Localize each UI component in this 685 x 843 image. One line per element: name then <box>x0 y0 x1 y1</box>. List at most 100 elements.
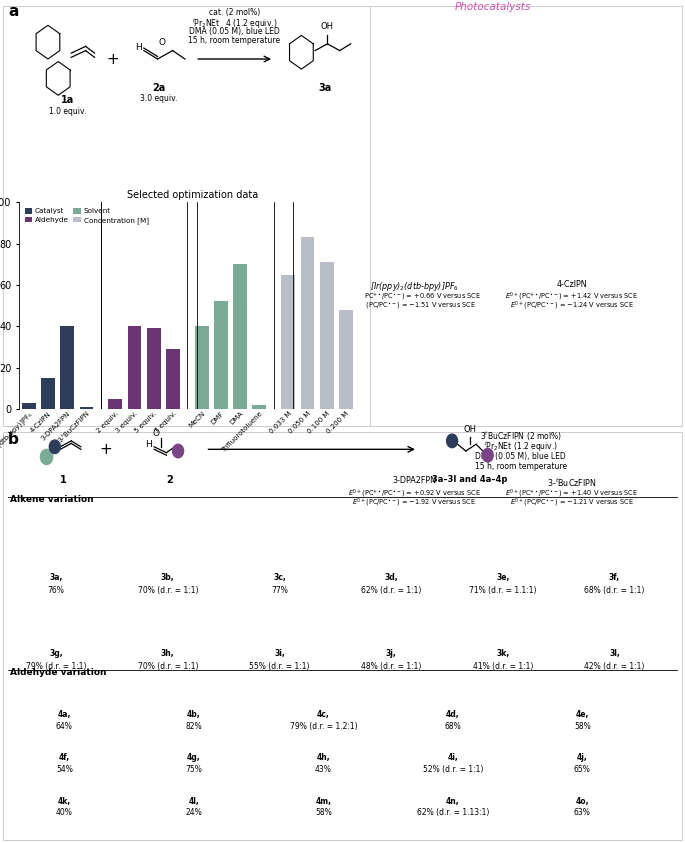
Text: 58%: 58% <box>315 808 332 818</box>
Bar <box>3 432 682 840</box>
Text: 63%: 63% <box>574 808 590 818</box>
Text: 4i,: 4i, <box>447 753 458 762</box>
Text: $E^{0+}$(PC$^{+\bullet}$/PC$^{\bullet-}$) = +1.40 V versus SCE: $E^{0+}$(PC$^{+\bullet}$/PC$^{\bullet-}$… <box>506 487 638 500</box>
Text: 3k,: 3k, <box>496 649 510 658</box>
Text: Alkene variation: Alkene variation <box>10 495 94 504</box>
Text: 4-CzIPN: 4-CzIPN <box>557 280 587 289</box>
Text: 3-DPA2FPN: 3-DPA2FPN <box>393 476 436 486</box>
Text: 4g,: 4g, <box>187 753 201 762</box>
Text: 4k,: 4k, <box>58 797 71 806</box>
Text: 76%: 76% <box>48 586 64 595</box>
Text: 15 h, room temperature: 15 h, room temperature <box>188 36 280 46</box>
Bar <box>79 407 93 409</box>
Text: 4c,: 4c, <box>317 710 329 719</box>
Text: 1.0 equiv.: 1.0 equiv. <box>49 107 86 116</box>
Text: a: a <box>8 4 18 19</box>
Title: Selected optimization data: Selected optimization data <box>127 191 258 200</box>
Text: 54%: 54% <box>56 765 73 774</box>
Text: 3l,: 3l, <box>609 649 620 658</box>
Text: 4h,: 4h, <box>316 753 330 762</box>
Text: 4m,: 4m, <box>315 797 332 806</box>
Text: 82%: 82% <box>186 722 202 731</box>
Text: H: H <box>145 440 152 448</box>
Bar <box>147 328 160 409</box>
Text: cat. (2 mol%): cat. (2 mol%) <box>209 8 260 18</box>
Text: 4j,: 4j, <box>577 753 588 762</box>
Text: 4n,: 4n, <box>446 797 460 806</box>
Text: 68%: 68% <box>445 722 461 731</box>
Text: +: + <box>100 442 112 457</box>
Text: $^i$Pr$_2$NEt (1.2 equiv.): $^i$Pr$_2$NEt (1.2 equiv.) <box>484 440 558 454</box>
Text: 3i,: 3i, <box>274 649 285 658</box>
Text: 3a: 3a <box>319 83 332 93</box>
Text: OH: OH <box>321 22 334 31</box>
Bar <box>214 302 228 409</box>
Text: O: O <box>153 429 160 438</box>
Text: 2a: 2a <box>152 83 166 93</box>
Text: 4d,: 4d, <box>446 710 460 719</box>
Text: 4f,: 4f, <box>59 753 70 762</box>
Text: 3-$^t$BuCzFIPN: 3-$^t$BuCzFIPN <box>547 476 597 489</box>
Text: 3d,: 3d, <box>384 573 398 583</box>
Text: 43%: 43% <box>315 765 332 774</box>
Text: 79% (d.r. = 1:1): 79% (d.r. = 1:1) <box>26 662 86 671</box>
Circle shape <box>49 440 60 454</box>
Text: 1a: 1a <box>60 95 74 105</box>
Bar <box>195 326 209 409</box>
Text: Aldehyde variation: Aldehyde variation <box>10 668 107 677</box>
Text: 79% (d.r. = 1.2:1): 79% (d.r. = 1.2:1) <box>290 722 357 731</box>
Text: 3c,: 3c, <box>273 573 286 583</box>
Text: 68% (d.r. = 1:1): 68% (d.r. = 1:1) <box>584 586 645 595</box>
Text: 3f,: 3f, <box>609 573 620 583</box>
Text: 4e,: 4e, <box>575 710 589 719</box>
Text: 3a–3l and 4a–4p: 3a–3l and 4a–4p <box>432 475 507 484</box>
Text: OH: OH <box>464 425 476 434</box>
Text: $E^{0+}$(PC/PC$^{\bullet-}$) = −1.51 V versus SCE: $E^{0+}$(PC/PC$^{\bullet-}$) = −1.51 V v… <box>352 300 477 313</box>
Text: 41% (d.r. = 1:1): 41% (d.r. = 1:1) <box>473 662 533 671</box>
Text: 3a,: 3a, <box>49 573 63 583</box>
Bar <box>127 326 141 409</box>
Text: b: b <box>8 432 19 447</box>
Circle shape <box>173 444 184 458</box>
Text: 3g,: 3g, <box>49 649 63 658</box>
Bar <box>3 6 682 426</box>
Text: 58%: 58% <box>574 722 590 731</box>
Text: 52% (d.r. = 1:1): 52% (d.r. = 1:1) <box>423 765 483 774</box>
Text: 65%: 65% <box>574 765 590 774</box>
Text: 70% (d.r. = 1:1): 70% (d.r. = 1:1) <box>138 586 198 595</box>
Text: 55% (d.r. = 1:1): 55% (d.r. = 1:1) <box>249 662 310 671</box>
Text: 2: 2 <box>166 475 173 485</box>
Bar <box>253 405 266 409</box>
Text: 48% (d.r. = 1:1): 48% (d.r. = 1:1) <box>361 662 421 671</box>
Bar <box>301 238 314 409</box>
Bar <box>60 326 74 409</box>
Text: 77%: 77% <box>271 586 288 595</box>
Text: 42% (d.r. = 1:1): 42% (d.r. = 1:1) <box>584 662 645 671</box>
Text: 40%: 40% <box>56 808 73 818</box>
Text: 3$^t$BuCzFIPN (2 mol%): 3$^t$BuCzFIPN (2 mol%) <box>479 430 562 443</box>
Text: 3j,: 3j, <box>386 649 397 658</box>
Text: 4b,: 4b, <box>187 710 201 719</box>
Text: 71% (d.r. = 1.1:1): 71% (d.r. = 1.1:1) <box>469 586 536 595</box>
Text: 3h,: 3h, <box>161 649 175 658</box>
Text: $E^{0+}$(PC$^{+\bullet}$/PC$^{\bullet-}$) = +0.92 V versus SCE: $E^{0+}$(PC$^{+\bullet}$/PC$^{\bullet-}$… <box>348 487 481 500</box>
Text: [Ir(ppy)$_2$(dtb-bpy)]PF$_6$: [Ir(ppy)$_2$(dtb-bpy)]PF$_6$ <box>370 280 459 293</box>
Text: 4o,: 4o, <box>575 797 589 806</box>
Text: 3b,: 3b, <box>161 573 175 583</box>
Text: 15 h, room temperature: 15 h, room temperature <box>475 462 566 471</box>
Bar <box>282 275 295 409</box>
Text: $E^{0+}$(PC$^{+\bullet}$/PC$^{\bullet-}$) = +0.66 V versus SCE: $E^{0+}$(PC$^{+\bullet}$/PC$^{\bullet-}$… <box>348 291 481 303</box>
Text: $E^{0+}$(PC/PC$^{\bullet-}$) = −1.24 V versus SCE: $E^{0+}$(PC/PC$^{\bullet-}$) = −1.24 V v… <box>510 300 634 313</box>
Circle shape <box>482 448 493 462</box>
Text: Photocatalysts: Photocatalysts <box>455 2 532 12</box>
Text: 4l,: 4l, <box>188 797 199 806</box>
Text: 24%: 24% <box>186 808 202 818</box>
Bar <box>234 264 247 409</box>
Text: 4a,: 4a, <box>58 710 71 719</box>
Text: H: H <box>135 43 142 51</box>
Circle shape <box>40 449 53 464</box>
Text: $E^{0+}$(PC/PC$^{\bullet-}$) = −1.92 V versus SCE: $E^{0+}$(PC/PC$^{\bullet-}$) = −1.92 V v… <box>352 497 477 509</box>
Circle shape <box>447 434 458 448</box>
Text: 64%: 64% <box>56 722 73 731</box>
Text: 62% (d.r. = 1:1): 62% (d.r. = 1:1) <box>361 586 421 595</box>
